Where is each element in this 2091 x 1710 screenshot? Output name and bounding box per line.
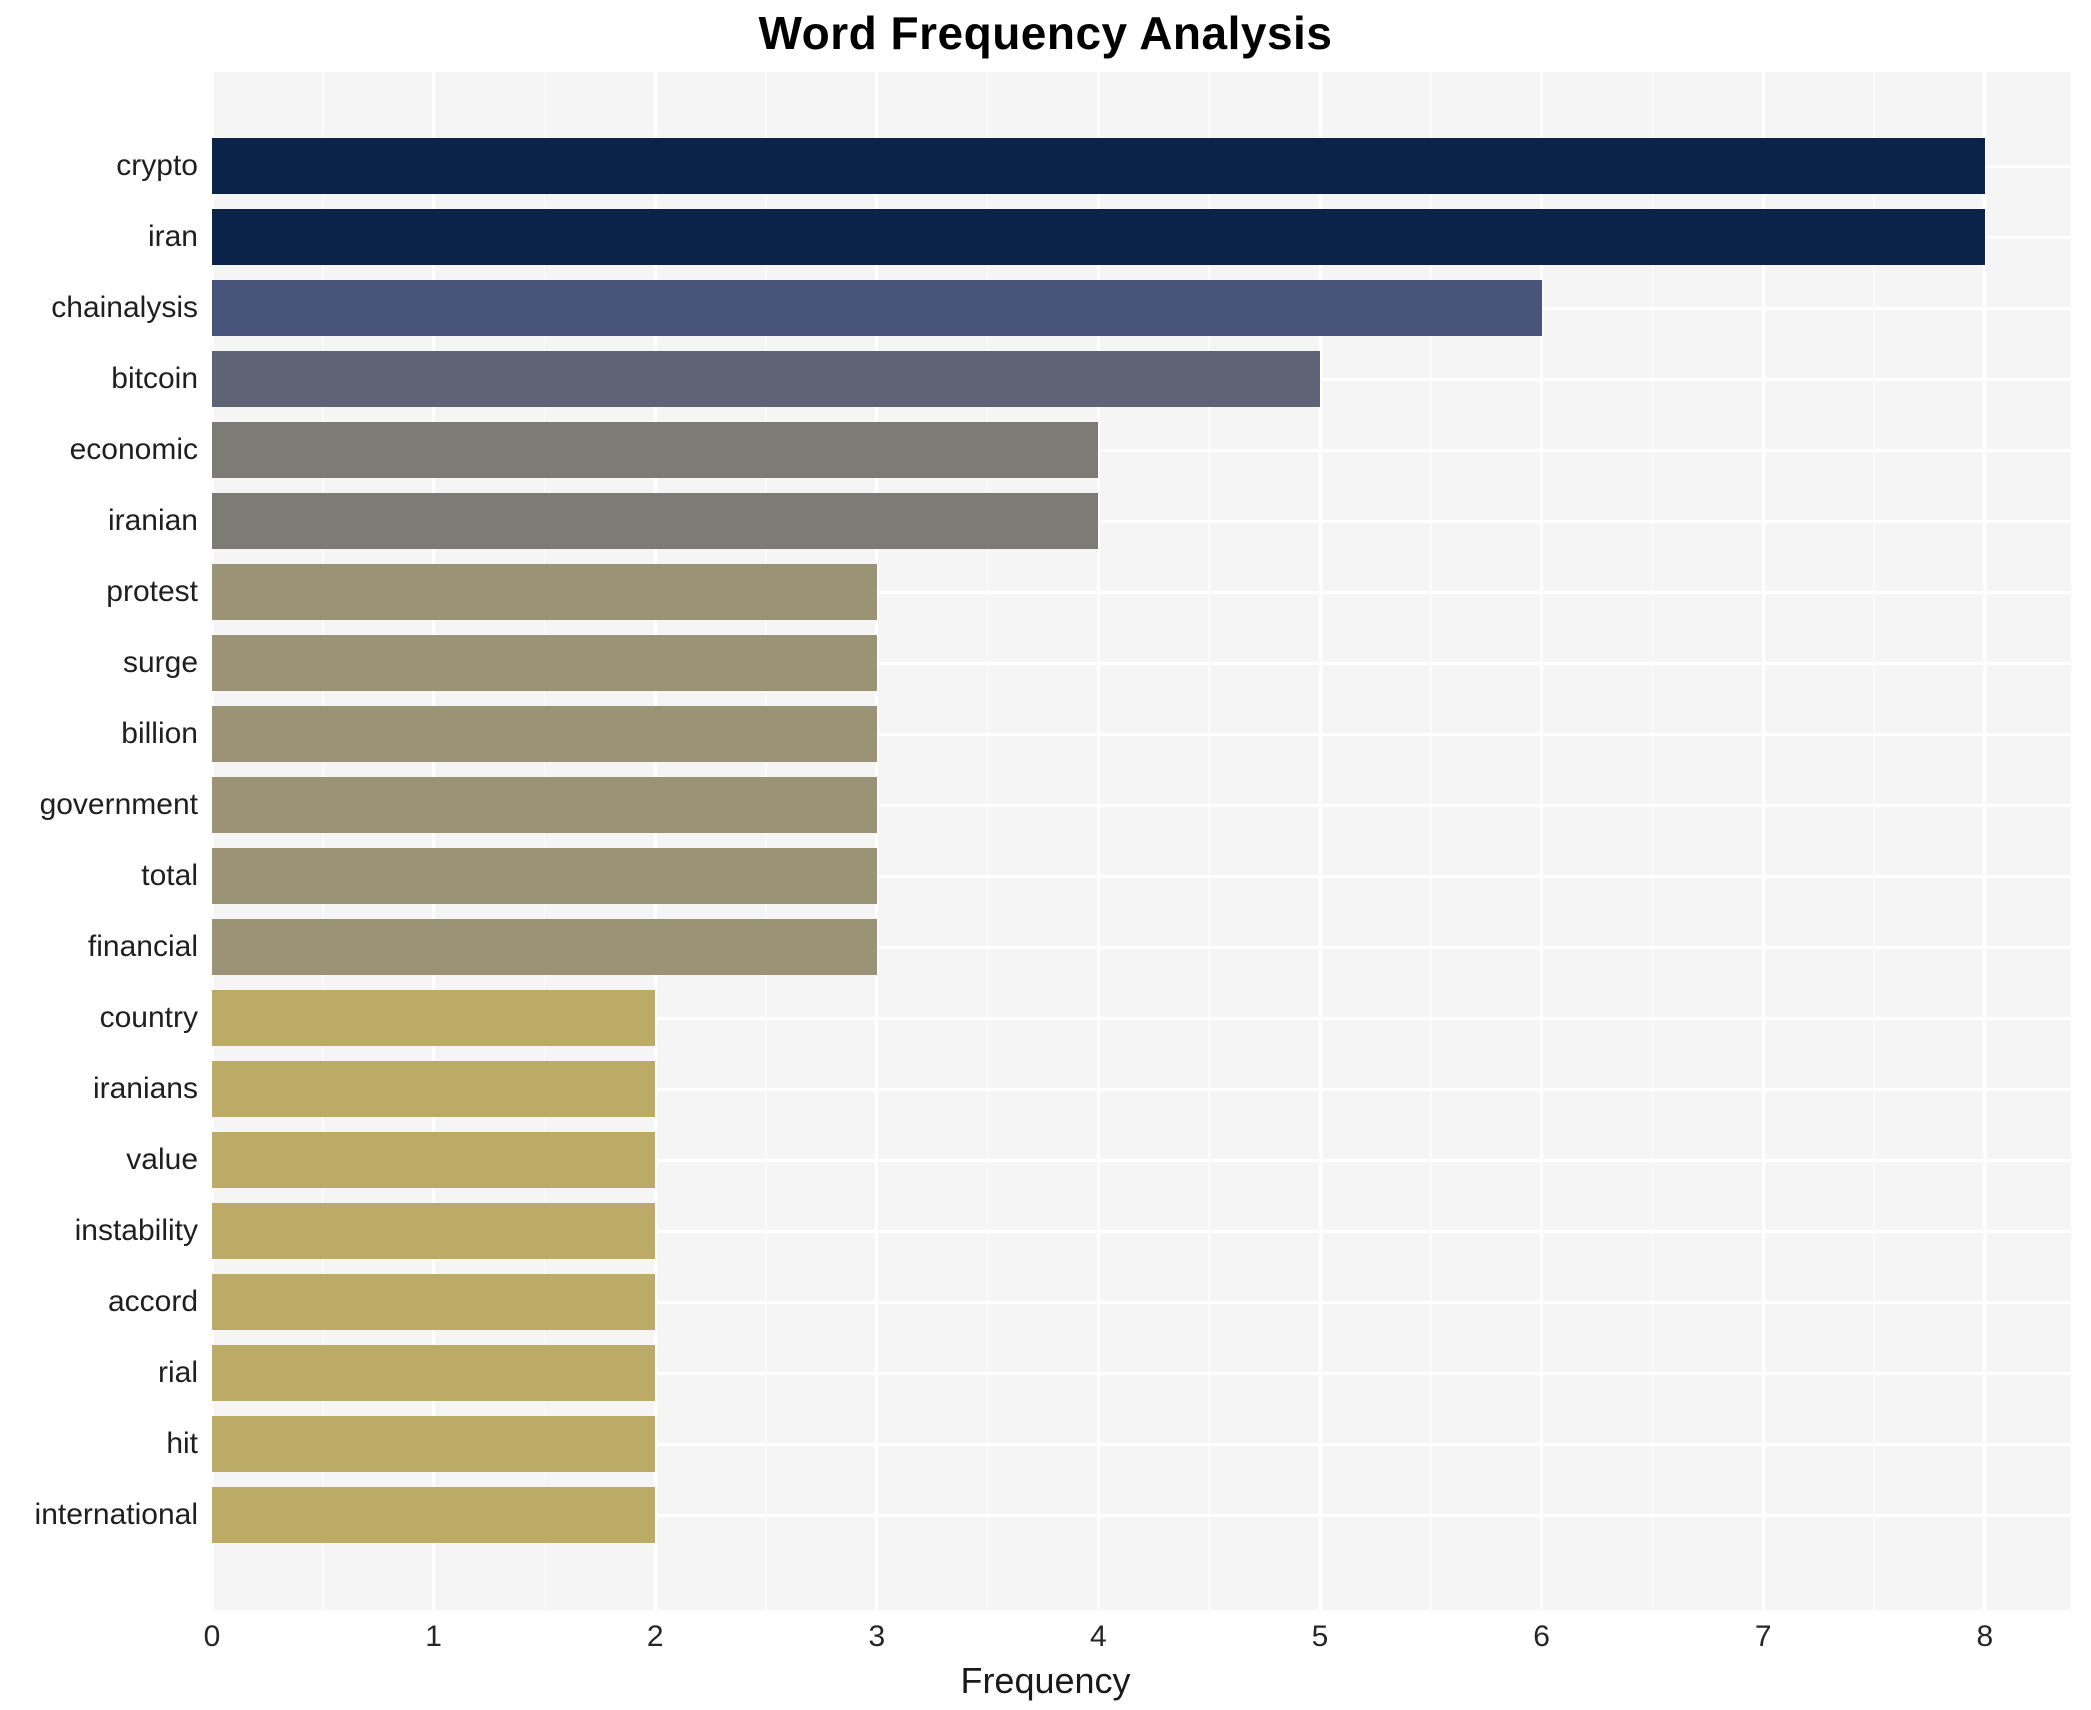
gridline-vertical-minor	[1430, 72, 1432, 1610]
x-tick-label-4: 4	[1090, 1620, 1107, 1653]
chart-title: Word Frequency Analysis	[758, 7, 1333, 59]
bar-iranians	[212, 1061, 656, 1117]
bar-instability	[212, 1203, 656, 1259]
y-tick-label-instability: instability	[74, 1214, 198, 1247]
y-tick-label-surge: surge	[122, 646, 198, 679]
gridline-horizontal-major	[212, 803, 2071, 807]
x-tick-label-1: 1	[425, 1620, 442, 1653]
bar-international	[212, 1487, 656, 1543]
gridline-vertical-minor	[986, 72, 989, 1610]
bar-government	[212, 777, 877, 833]
bar-surge	[212, 635, 877, 691]
y-tick-label-international: international	[34, 1498, 198, 1531]
gridline-vertical-major	[1318, 72, 1322, 1610]
x-tick-label-5: 5	[1311, 1620, 1329, 1653]
gridline-horizontal-major	[212, 1229, 2071, 1233]
gridline-vertical-major	[1761, 72, 1765, 1610]
x-tick-label-7: 7	[1754, 1620, 1772, 1653]
gridline-vertical-minor	[543, 72, 546, 1610]
y-tick-label-iran: iran	[147, 220, 198, 253]
x-tick-label-8: 8	[1976, 1620, 1994, 1653]
gridline-horizontal-major	[212, 1016, 2071, 1020]
bar-economic	[212, 422, 1099, 478]
bar-crypto	[212, 138, 1985, 194]
gridline-vertical-major	[432, 72, 436, 1610]
gridline-vertical-major	[1983, 72, 1987, 1610]
gridline-vertical-major	[210, 72, 214, 1610]
x-axis-label: Frequency	[960, 1660, 1131, 1701]
gridline-horizontal-major	[212, 661, 2071, 665]
x-tick-label-6: 6	[1533, 1620, 1550, 1653]
gridline-vertical-major	[1096, 72, 1100, 1610]
gridline-horizontal-major	[212, 945, 2071, 949]
bar-iran	[212, 209, 1985, 265]
y-tick-label-protest: protest	[106, 575, 198, 608]
bar-accord	[212, 1274, 656, 1330]
bar-total	[212, 848, 877, 904]
gridline-horizontal-major	[212, 1158, 2071, 1162]
plot-area	[210, 72, 2071, 1610]
gridline-horizontal-major	[212, 1371, 2071, 1375]
y-tick-label-economic: economic	[69, 433, 198, 466]
x-tick-label-2: 2	[646, 1620, 664, 1653]
bar-chainalysis	[212, 280, 1542, 336]
y-tick-label-value: value	[126, 1143, 198, 1176]
y-tick-label-iranian: iranian	[107, 504, 198, 537]
y-tick-label-hit: hit	[166, 1427, 198, 1460]
gridline-vertical-major	[653, 72, 657, 1610]
x-tick-label-0: 0	[203, 1620, 221, 1653]
bar-rial	[212, 1345, 656, 1401]
y-tick-label-chainalysis: chainalysis	[51, 291, 198, 324]
gridline-horizontal-major	[212, 1300, 2071, 1304]
y-tick-label-rial: rial	[157, 1356, 198, 1389]
bar-protest	[212, 564, 877, 620]
gridline-vertical-minor	[1873, 72, 1875, 1610]
y-tick-label-country: country	[99, 1001, 198, 1034]
gridline-horizontal-major	[212, 874, 2071, 878]
gridline-horizontal-major	[212, 1087, 2071, 1091]
y-tick-label-total: total	[141, 859, 198, 892]
gridline-horizontal-major	[212, 448, 2071, 452]
gridline-vertical-minor	[1651, 72, 1654, 1610]
bar-hit	[212, 1416, 656, 1472]
gridline-horizontal-major	[212, 1513, 2071, 1517]
bar-value	[212, 1132, 656, 1188]
bar-iranian	[212, 493, 1099, 549]
gridline-horizontal-major	[212, 519, 2071, 523]
bar-country	[212, 990, 656, 1046]
y-tick-label-bitcoin: bitcoin	[111, 362, 198, 395]
y-tick-label-crypto: crypto	[116, 149, 198, 182]
gridline-horizontal-major	[212, 732, 2071, 736]
gridline-horizontal-major	[212, 590, 2071, 594]
gridline-vertical-minor	[322, 72, 324, 1610]
y-tick-label-government: government	[39, 788, 198, 821]
x-tick-label-3: 3	[868, 1620, 886, 1653]
y-tick-label-iranians: iranians	[92, 1072, 198, 1105]
y-tick-label-financial: financial	[87, 930, 198, 963]
gridline-vertical-major	[875, 72, 879, 1610]
y-tick-label-accord: accord	[107, 1285, 198, 1318]
gridline-vertical-major	[1540, 72, 1544, 1610]
gridline-horizontal-major	[212, 1442, 2071, 1446]
y-tick-label-billion: billion	[121, 717, 198, 750]
bar-bitcoin	[212, 351, 1320, 407]
bar-financial	[212, 919, 877, 975]
gridline-vertical-minor	[1208, 72, 1210, 1610]
gridline-vertical-minor	[765, 72, 767, 1610]
bar-billion	[212, 706, 877, 762]
